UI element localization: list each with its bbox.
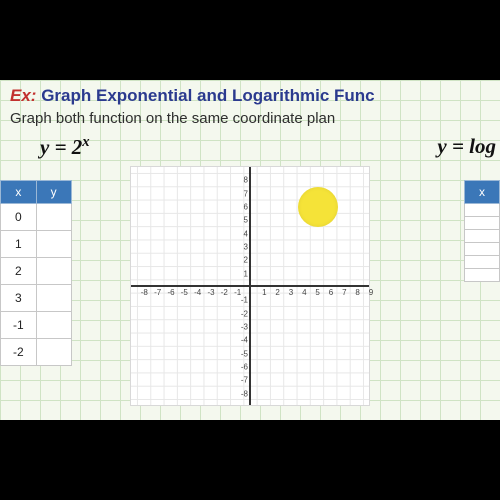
table-cell xyxy=(36,258,71,285)
table-cell xyxy=(36,231,71,258)
table-cell xyxy=(465,256,500,269)
table-cell xyxy=(465,217,500,230)
x-tick: -4 xyxy=(194,288,201,297)
table-row xyxy=(465,243,500,256)
y-tick: 7 xyxy=(238,189,248,198)
x-tick: 5 xyxy=(315,288,319,297)
y-tick: 5 xyxy=(238,216,248,225)
subtitle: Graph both function on the same coordina… xyxy=(10,110,335,127)
table-header: x xyxy=(1,181,37,204)
equation-left: y = 2x xyxy=(40,134,90,160)
x-tick: -5 xyxy=(181,288,188,297)
table-cell: -1 xyxy=(1,312,37,339)
table-cell: 2 xyxy=(1,258,37,285)
table-cell xyxy=(465,204,500,217)
y-tick: -5 xyxy=(238,349,248,358)
x-tick: 4 xyxy=(302,288,306,297)
table-row: 0 xyxy=(1,204,72,231)
table-row xyxy=(465,217,500,230)
y-axis xyxy=(249,167,251,405)
x-tick: -8 xyxy=(141,288,148,297)
table-cell xyxy=(36,204,71,231)
table-cell xyxy=(36,312,71,339)
table-cell: -2 xyxy=(1,339,37,366)
y-tick: 4 xyxy=(238,229,248,238)
x-tick: 1 xyxy=(262,288,266,297)
y-tick: -1 xyxy=(238,296,248,305)
table-cell xyxy=(465,243,500,256)
y-tick: 8 xyxy=(238,176,248,185)
y-tick: 3 xyxy=(238,243,248,252)
x-tick: -6 xyxy=(167,288,174,297)
table-header: x xyxy=(465,181,500,204)
highlight-dot xyxy=(298,187,338,227)
y-tick: -6 xyxy=(238,363,248,372)
table-cell: 3 xyxy=(1,285,37,312)
table-row xyxy=(465,269,500,282)
y-tick: 6 xyxy=(238,203,248,212)
table-row xyxy=(465,256,500,269)
x-tick: 6 xyxy=(329,288,333,297)
x-tick: 3 xyxy=(289,288,293,297)
x-tick: 2 xyxy=(275,288,279,297)
title-main: Graph Exponential and Logarithmic Func xyxy=(41,86,374,105)
table-cell xyxy=(36,285,71,312)
y-tick: -4 xyxy=(238,336,248,345)
equation-right: y = log xyxy=(437,134,496,159)
table-row: 2 xyxy=(1,258,72,285)
table-cell: 1 xyxy=(1,231,37,258)
y-tick: 1 xyxy=(238,269,248,278)
table-row: 1 xyxy=(1,231,72,258)
table-cell: 0 xyxy=(1,204,37,231)
table-row: -2 xyxy=(1,339,72,366)
y-tick: -2 xyxy=(238,309,248,318)
xy-table-left: xy 0123-1-2 xyxy=(0,180,72,366)
page: Ex: Graph Exponential and Logarithmic Fu… xyxy=(0,80,500,420)
x-tick: 8 xyxy=(355,288,359,297)
table-cell xyxy=(36,339,71,366)
table-row: -1 xyxy=(1,312,72,339)
x-tick: -2 xyxy=(221,288,228,297)
table-header: y xyxy=(36,181,71,204)
x-tick: 9 xyxy=(369,288,373,297)
table-cell xyxy=(465,269,500,282)
table-row: 3 xyxy=(1,285,72,312)
y-tick: -7 xyxy=(238,376,248,385)
page-title: Ex: Graph Exponential and Logarithmic Fu… xyxy=(10,86,375,106)
title-prefix: Ex: xyxy=(10,86,36,105)
x-tick: -3 xyxy=(207,288,214,297)
y-tick: -3 xyxy=(238,323,248,332)
table-row xyxy=(465,204,500,217)
y-tick: -8 xyxy=(238,389,248,398)
coordinate-plane: -8-7-6-5-4-3-2-1123456789 12345678-1-2-3… xyxy=(130,166,370,406)
table-cell xyxy=(465,230,500,243)
x-tick: 7 xyxy=(342,288,346,297)
y-tick: 2 xyxy=(238,256,248,265)
x-tick: -7 xyxy=(154,288,161,297)
xy-table-right: x xyxy=(464,180,500,282)
table-row xyxy=(465,230,500,243)
